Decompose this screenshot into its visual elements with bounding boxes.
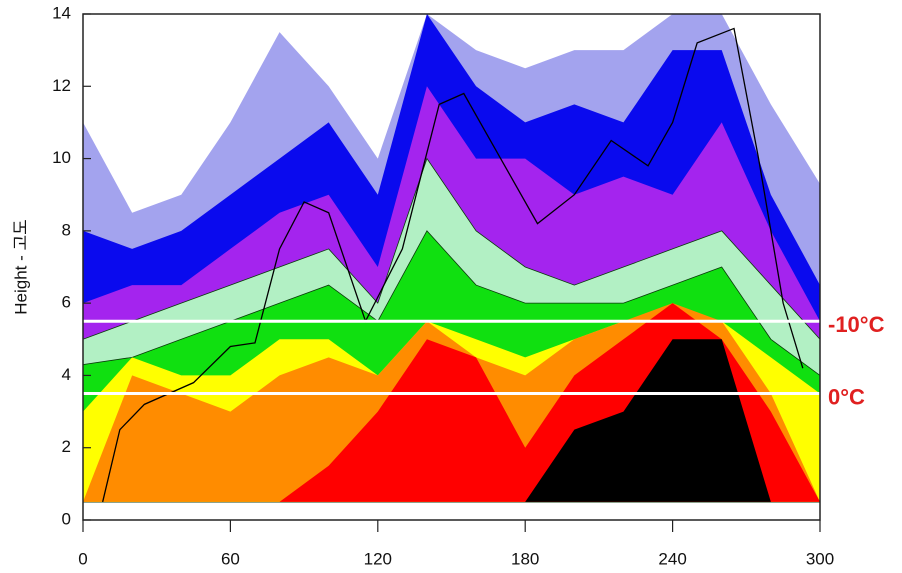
y-tick-label: 10 xyxy=(52,148,71,167)
temperature-label: 0°C xyxy=(828,384,865,409)
y-tick-label: 4 xyxy=(62,365,71,384)
x-tick-label: 240 xyxy=(658,549,686,568)
plot-frame xyxy=(82,13,821,521)
temperature-label: -10°C xyxy=(828,312,885,337)
x-tick-label: 180 xyxy=(511,549,539,568)
y-tick-label: 14 xyxy=(52,3,71,22)
y-tick-label: 6 xyxy=(62,293,71,312)
y-tick-label: 2 xyxy=(62,437,71,456)
y-tick-label: 0 xyxy=(62,509,71,528)
x-tick-label: 0 xyxy=(78,549,87,568)
contour-band xyxy=(83,339,820,502)
y-axis-label: Height - 고도 xyxy=(11,219,30,315)
x-tick-label: 300 xyxy=(806,549,834,568)
y-tick-label: 8 xyxy=(62,220,71,239)
x-tick-label: 60 xyxy=(221,549,240,568)
y-tick-label: 12 xyxy=(52,76,71,95)
x-tick-label: 120 xyxy=(364,549,392,568)
trace-line xyxy=(102,27,804,503)
